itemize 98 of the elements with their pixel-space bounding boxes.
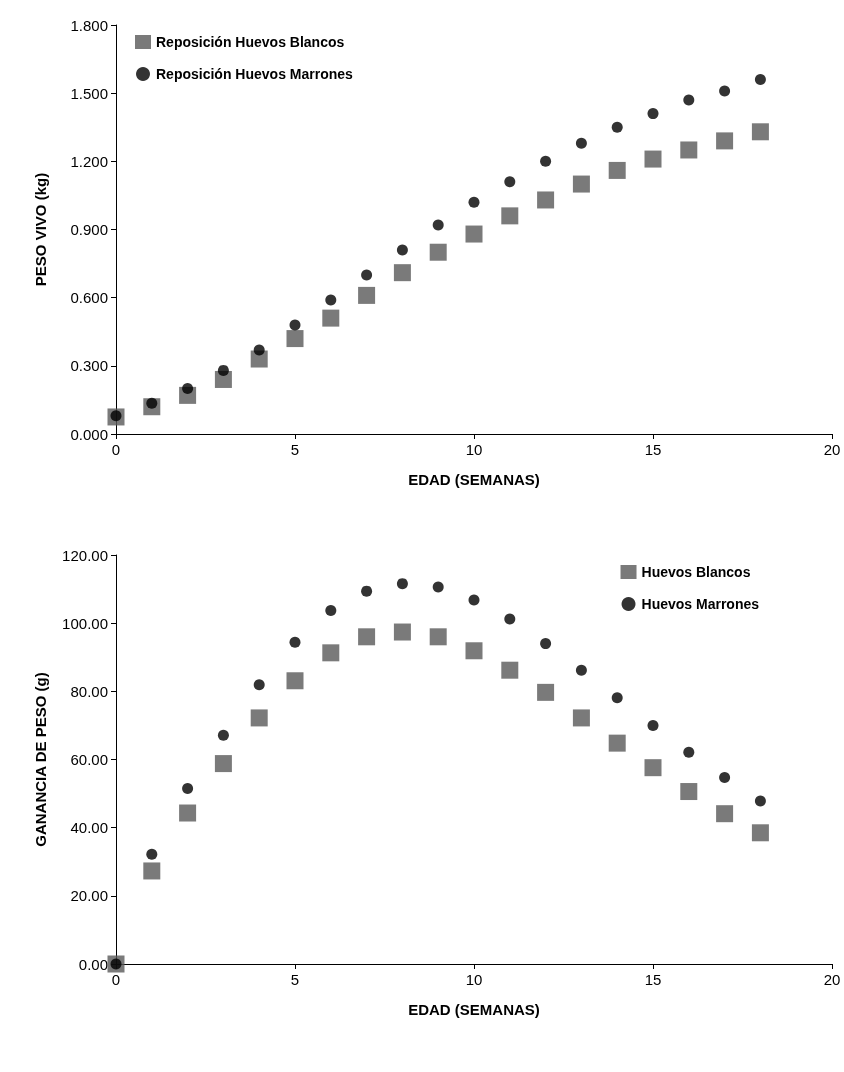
x-axis-title: EDAD (SEMANAS) — [408, 1001, 540, 1018]
point — [754, 795, 766, 807]
y-axis-title: GANANCIA DE PESO (g) — [32, 672, 49, 847]
point — [179, 804, 197, 822]
point — [289, 319, 301, 331]
x-tick-label: 20 — [823, 971, 841, 988]
point — [250, 709, 268, 727]
point — [680, 783, 698, 801]
point — [358, 628, 376, 646]
x-tick-label: 0 — [111, 971, 121, 988]
point — [504, 613, 516, 625]
point — [540, 155, 552, 167]
point — [719, 85, 731, 97]
point — [611, 121, 623, 133]
point — [396, 244, 408, 256]
legend-label: Huevos Blancos — [641, 564, 751, 580]
point — [537, 683, 555, 701]
legend-label: Huevos Marrones — [641, 596, 760, 612]
point — [396, 578, 408, 590]
x-tick-label: 20 — [823, 441, 841, 458]
point — [214, 755, 232, 773]
point — [325, 605, 337, 617]
point — [575, 137, 587, 149]
y-tick-label: 1.800 — [70, 16, 108, 34]
point — [468, 594, 480, 606]
point — [429, 243, 447, 261]
point — [572, 175, 590, 193]
point — [608, 734, 626, 752]
point — [751, 824, 769, 842]
y-axis-title: PESO VIVO (kg) — [32, 172, 49, 287]
point — [754, 74, 766, 86]
point — [393, 264, 411, 282]
point — [608, 161, 626, 179]
point — [751, 123, 769, 141]
x-tick-label: 10 — [465, 441, 483, 458]
y-tick-label: 0.600 — [70, 289, 108, 307]
point — [683, 94, 695, 106]
x-tick-label: 15 — [644, 441, 662, 458]
point — [644, 150, 662, 168]
point — [647, 719, 659, 731]
point — [429, 628, 447, 646]
point — [286, 672, 304, 690]
point — [716, 805, 734, 823]
x-tick-label: 0 — [111, 441, 121, 458]
point — [680, 141, 698, 159]
point — [143, 862, 161, 880]
x-axis-title: EDAD (SEMANAS) — [408, 471, 540, 488]
point — [716, 132, 734, 150]
point — [501, 207, 519, 225]
y-tick-label: 0.300 — [70, 357, 108, 375]
point — [575, 664, 587, 676]
point — [325, 294, 337, 306]
point — [182, 782, 194, 794]
point — [683, 746, 695, 758]
y-tick-label: 1.200 — [70, 152, 108, 170]
point — [253, 679, 265, 691]
point — [393, 623, 411, 641]
point — [361, 585, 373, 597]
point — [465, 225, 483, 243]
y-tick-label: 1.500 — [70, 84, 108, 102]
point — [217, 364, 229, 376]
x-tick-label: 15 — [644, 971, 662, 988]
y-tick-label: 40.00 — [70, 819, 108, 837]
point — [253, 344, 265, 356]
point — [501, 661, 519, 679]
y-tick-label: 0.00 — [78, 955, 108, 973]
point — [611, 692, 623, 704]
point — [146, 848, 158, 860]
y-tick-label: 0.900 — [70, 221, 108, 238]
point — [465, 642, 483, 660]
legend-label: Reposición Huevos Blancos — [156, 34, 345, 50]
point — [361, 269, 373, 281]
point — [468, 196, 480, 208]
y-tick-label: 0.000 — [70, 425, 108, 443]
x-tick-label: 5 — [290, 971, 300, 988]
point — [286, 330, 304, 348]
y-tick-label: 60.00 — [70, 751, 108, 768]
y-tick-label: 20.00 — [70, 887, 108, 905]
point — [322, 309, 340, 327]
point — [322, 644, 340, 662]
point — [504, 176, 516, 188]
y-tick-label: 80.00 — [70, 682, 108, 700]
point — [540, 638, 552, 650]
point — [217, 729, 229, 741]
point — [719, 772, 731, 784]
point — [432, 581, 444, 593]
point — [537, 191, 555, 209]
x-tick-label: 10 — [465, 971, 483, 988]
point — [358, 286, 376, 304]
y-tick-label: 120.00 — [62, 546, 108, 564]
point — [289, 636, 301, 648]
legend-label: Reposición Huevos Marrones — [156, 66, 354, 82]
point — [647, 108, 659, 120]
point — [572, 709, 590, 727]
point — [644, 759, 662, 777]
x-tick-label: 5 — [290, 441, 300, 458]
y-tick-label: 100.00 — [62, 614, 108, 632]
point — [432, 219, 444, 231]
